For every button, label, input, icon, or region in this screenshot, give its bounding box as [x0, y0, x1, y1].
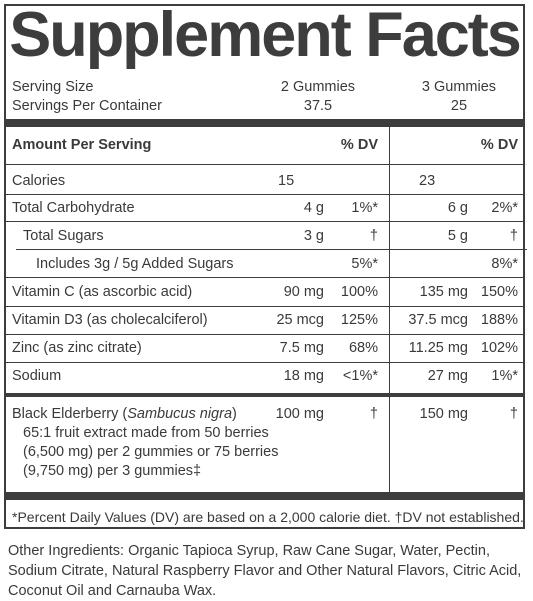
elderberry-desc-line: (9,750 mg) per 3 gummies‡ — [23, 463, 202, 479]
row-dv-col2: 102% — [480, 340, 518, 356]
row-divider — [6, 362, 523, 363]
row-divider — [16, 249, 527, 250]
dv-header-col2: % DV — [480, 137, 518, 153]
elderberry-desc-line: (6,500 mg) per 2 gummies or 75 berries — [23, 444, 279, 460]
row-name: Zinc (as zinc citrate) — [12, 340, 142, 356]
servings-per-container-col1: 37.5 — [303, 98, 333, 114]
serving-size-col1: 2 Gummies — [280, 79, 356, 95]
row-amount-col2: 27 mg — [427, 368, 468, 384]
row-dv-col2: 188% — [480, 312, 518, 328]
elderberry-desc-line: 65:1 fruit extract made from 50 berries — [23, 425, 269, 441]
elderberry-amount-col2: 150 mg — [419, 406, 468, 422]
elderberry-amount-col1: 100 mg — [275, 406, 324, 422]
elderberry-name: Black Elderberry (Sambucus nigra) — [12, 406, 237, 422]
row-name: Sodium — [12, 368, 62, 384]
column-divider — [389, 127, 390, 492]
row-divider — [6, 194, 523, 195]
row-amount-col2: 135 mg — [419, 284, 468, 300]
row-amount-col1: 18 mg — [283, 368, 324, 384]
row-amount-col1: 25 mcg — [276, 312, 324, 328]
panel-title: Supplement Facts — [9, 0, 522, 70]
row-amount-col2: 11.25 mg — [408, 340, 468, 356]
row-amount-col2: 6 g — [447, 200, 468, 216]
row-name: Total Sugars — [23, 228, 104, 244]
row-divider — [6, 221, 523, 222]
row-divider — [6, 164, 523, 165]
dv-header-col1: % DV — [340, 137, 378, 153]
servings-per-container-col2: 25 — [450, 98, 468, 114]
row-amount-col2: 23 — [419, 173, 436, 189]
medium-divider — [6, 393, 523, 397]
row-dv-col1: 68% — [348, 340, 378, 356]
thick-divider — [6, 492, 523, 500]
other-ingredients: Other Ingredients: Organic Tapioca Syrup… — [8, 543, 522, 599]
row-divider — [6, 334, 523, 335]
elderberry-dv-col2: † — [509, 406, 518, 422]
row-amount-col1: 15 — [278, 173, 295, 189]
row-name: Includes 3g / 5g Added Sugars — [36, 256, 234, 272]
thick-divider — [6, 119, 523, 127]
row-amount-col2: 5 g — [447, 228, 468, 244]
row-dv-col2: † — [509, 228, 518, 244]
row-amount-col1: 90 mg — [283, 284, 324, 300]
row-dv-col1: 1%* — [351, 200, 378, 216]
row-dv-col1: <1%* — [342, 368, 378, 384]
elderberry-dv-col1: † — [369, 406, 378, 422]
row-name: Vitamin C (as ascorbic acid) — [12, 284, 193, 300]
row-dv-col2: 1%* — [491, 368, 518, 384]
row-amount-col1: 3 g — [303, 228, 324, 244]
row-dv-col1: 5%* — [351, 256, 378, 272]
supplement-facts-panel: Supplement Facts Serving Size 2 Gummies … — [4, 0, 527, 529]
dv-footnote: *Percent Daily Values (DV) are based on … — [12, 509, 524, 525]
row-amount-col1: 7.5 mg — [279, 340, 324, 356]
row-amount-col1: 4 g — [303, 200, 324, 216]
row-name: Total Carbohydrate — [12, 200, 135, 216]
amount-per-serving-label: Amount Per Serving — [12, 137, 152, 153]
row-dv-col2: 150% — [480, 284, 518, 300]
row-divider — [6, 306, 523, 307]
row-dv-col2: 8%* — [491, 256, 518, 272]
servings-per-container-label: Servings Per Container — [12, 98, 162, 114]
serving-size-label: Serving Size — [12, 79, 94, 95]
row-dv-col2: 2%* — [491, 200, 518, 216]
row-name: Vitamin D3 (as cholecalciferol) — [12, 312, 208, 328]
row-dv-col1: 125% — [340, 312, 378, 328]
row-dv-col1: † — [369, 228, 378, 244]
row-divider — [6, 277, 523, 278]
row-dv-col1: 100% — [340, 284, 378, 300]
serving-size-col2: 3 Gummies — [421, 79, 497, 95]
row-name: Calories — [12, 173, 66, 189]
row-amount-col2: 37.5 mcg — [408, 312, 468, 328]
